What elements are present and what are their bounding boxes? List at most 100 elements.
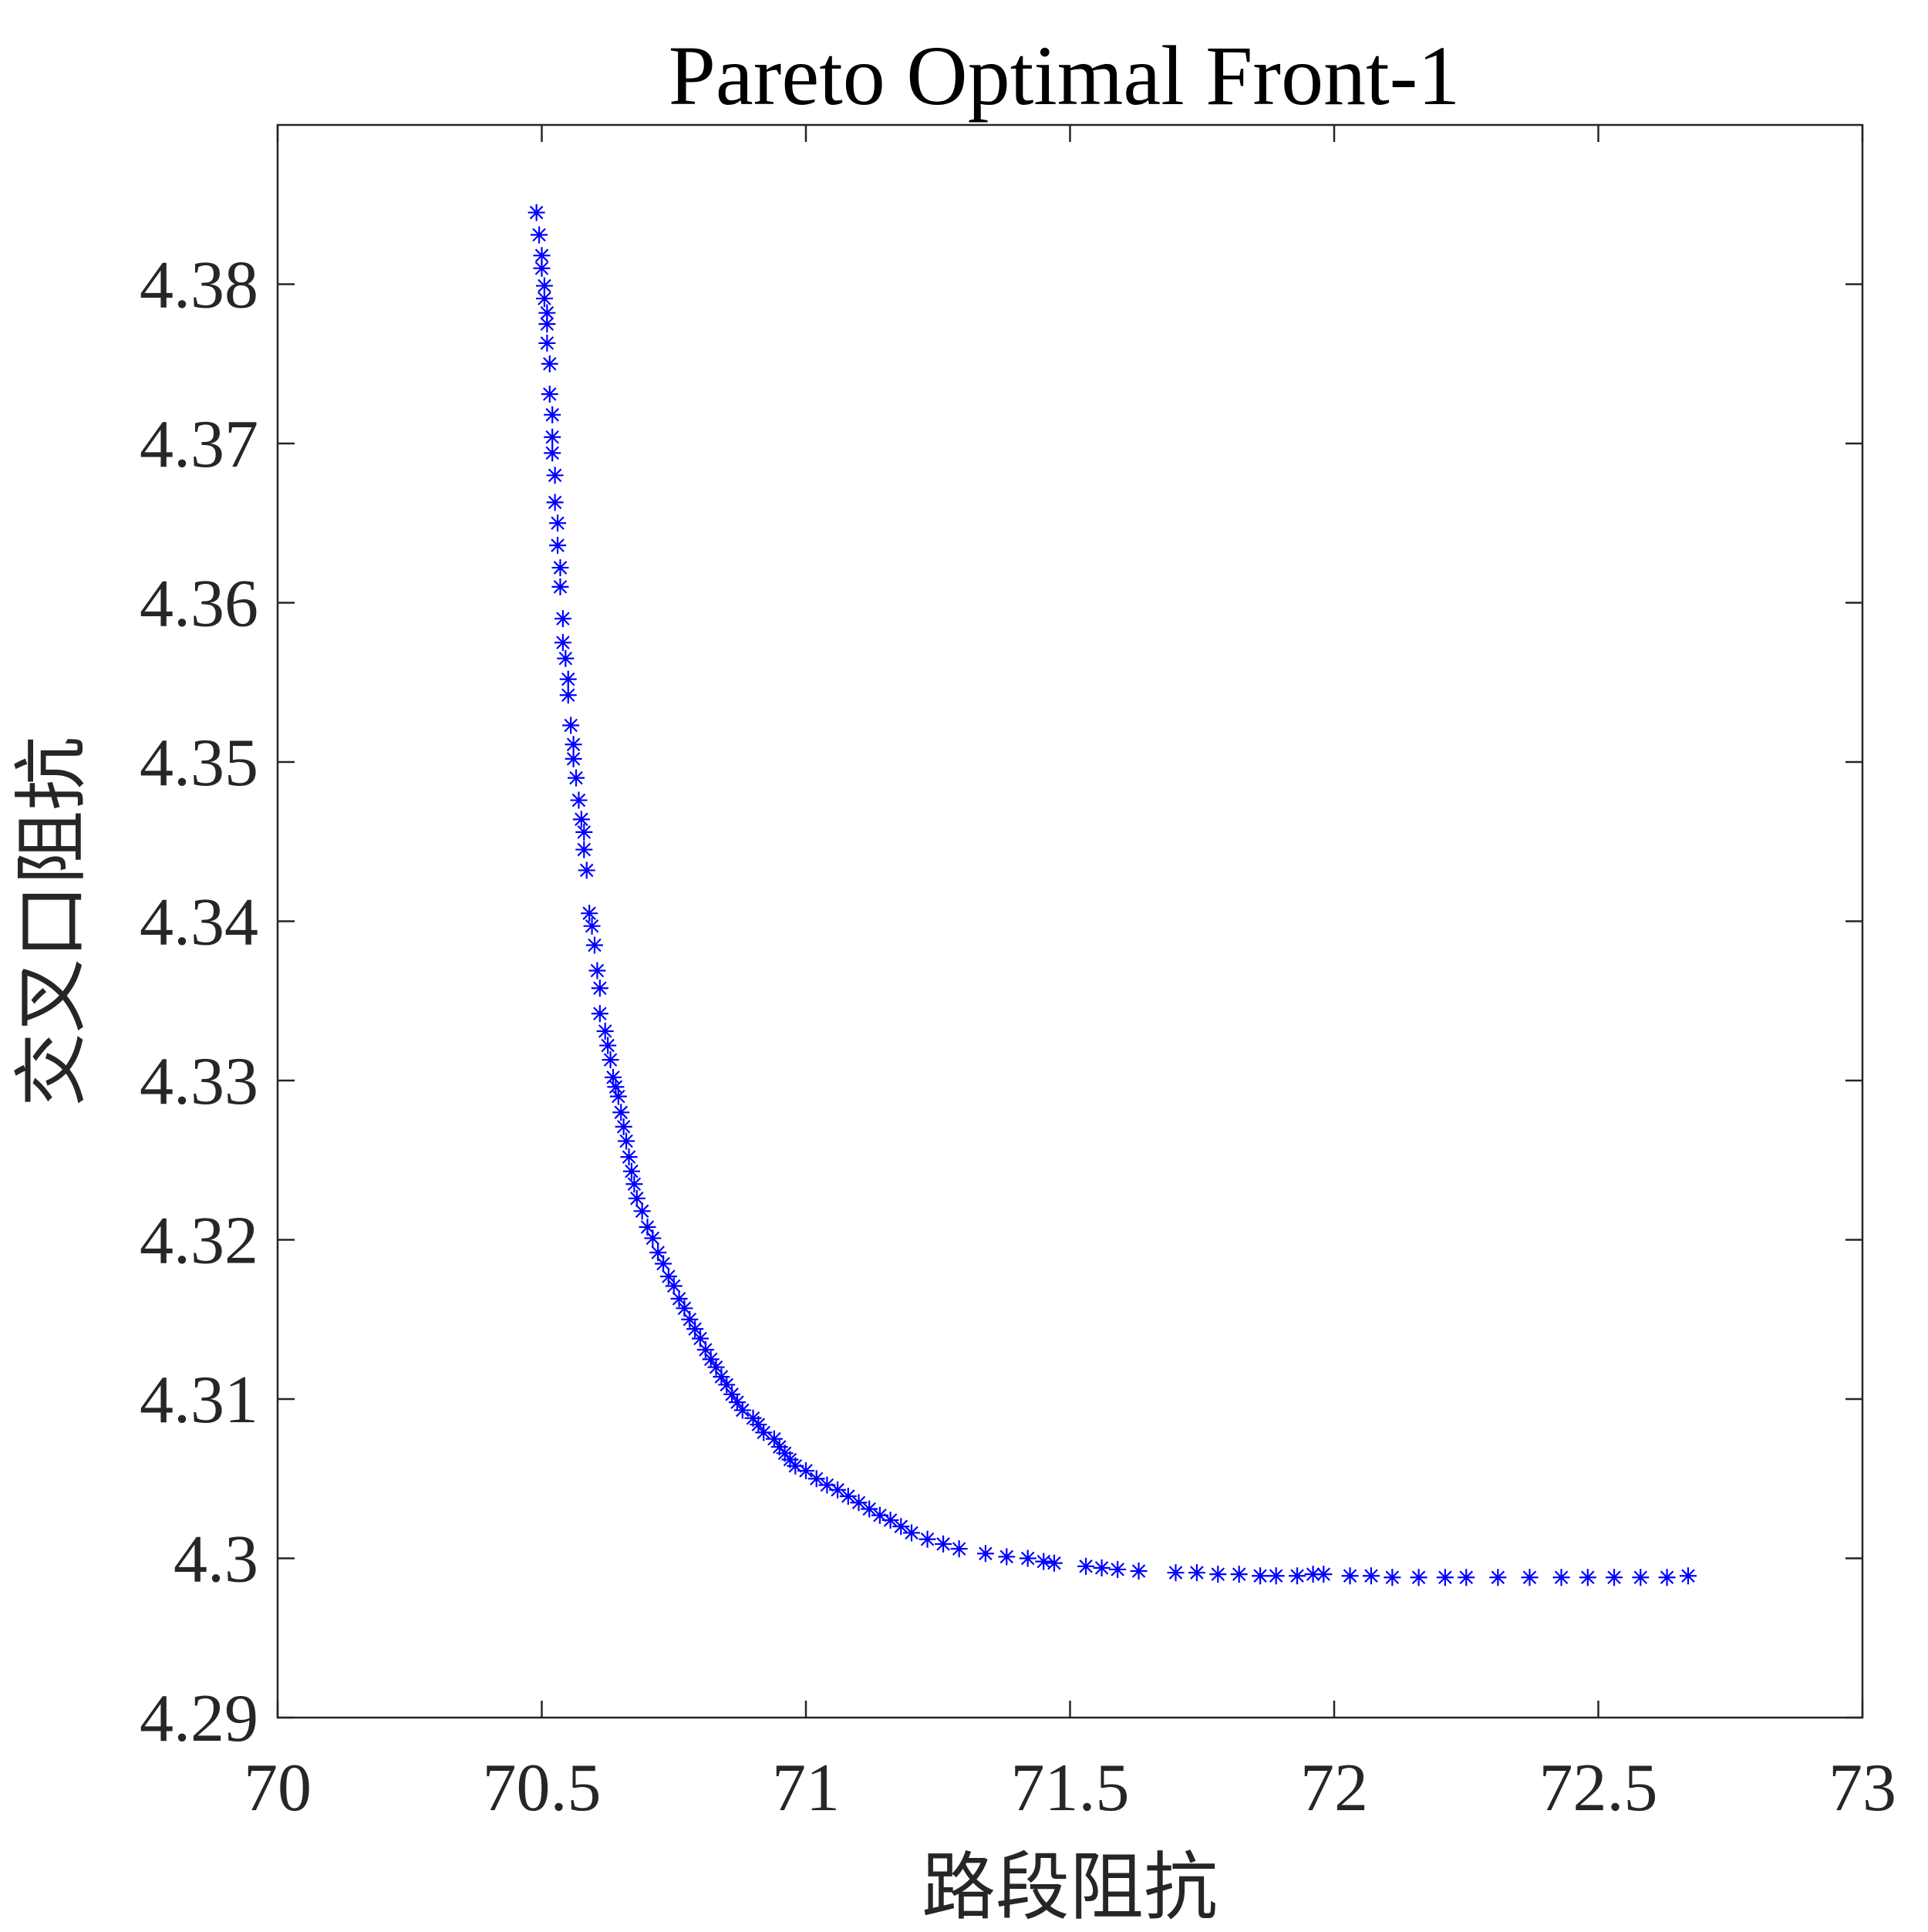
data-point: [625, 1175, 643, 1193]
data-point: [591, 979, 608, 997]
data-point: [615, 1118, 632, 1135]
data-point: [1436, 1569, 1454, 1586]
data-point: [572, 811, 590, 828]
chart-title: Pareto Optimal Front-1: [669, 29, 1461, 123]
data-point: [797, 1462, 814, 1479]
data-point: [1167, 1564, 1185, 1582]
data-point: [892, 1518, 910, 1536]
data-point: [1552, 1569, 1570, 1586]
data-point: [538, 304, 556, 322]
data-point: [1230, 1566, 1248, 1583]
data-point: [541, 385, 558, 403]
data-point: [1458, 1569, 1475, 1586]
data-point: [531, 226, 548, 244]
data-point: [750, 1416, 767, 1434]
data-point: [807, 1470, 825, 1488]
data-point: [568, 769, 585, 787]
data-point: [1188, 1564, 1205, 1582]
data-point: [609, 1087, 627, 1105]
data-point: [1093, 1559, 1111, 1576]
data-point: [602, 1051, 619, 1069]
data-point: [544, 444, 561, 462]
data-point: [535, 290, 553, 308]
data-point: [565, 750, 582, 767]
data-point: [578, 861, 595, 879]
data-point: [718, 1376, 736, 1394]
x-axis-label: 路段阻抗: [922, 1846, 1218, 1928]
data-point: [544, 428, 561, 446]
data-point: [871, 1506, 888, 1524]
data-point: [707, 1358, 725, 1376]
data-point: [839, 1487, 857, 1505]
data-point: [612, 1104, 630, 1121]
x-tick-label: 70.5: [483, 1751, 602, 1826]
x-tick-label: 70: [244, 1751, 312, 1826]
data-point: [554, 634, 571, 652]
data-point: [702, 1350, 720, 1368]
data-point: [575, 841, 593, 858]
data-point: [881, 1511, 899, 1529]
data-point: [665, 1277, 683, 1295]
y-tick-label: 4.34: [140, 885, 258, 960]
data-point: [570, 791, 588, 809]
data-point: [787, 1457, 804, 1475]
data-point: [733, 1401, 751, 1419]
data-point: [549, 514, 567, 532]
data-point: [1489, 1569, 1507, 1586]
data-point: [546, 467, 564, 484]
data-point: [1410, 1569, 1427, 1586]
data-point: [1579, 1569, 1596, 1586]
x-tick-label: 71: [772, 1751, 840, 1826]
data-point: [1606, 1569, 1623, 1586]
data-point: [1109, 1560, 1127, 1578]
data-point: [861, 1500, 878, 1518]
data-point: [565, 736, 582, 754]
data-point: [581, 905, 598, 922]
data-point: [599, 1037, 617, 1054]
data-point: [818, 1476, 836, 1494]
data-point: [583, 917, 601, 935]
data-point: [659, 1267, 677, 1285]
data-point: [557, 649, 575, 667]
data-point: [1077, 1557, 1095, 1575]
data-point: [998, 1548, 1016, 1566]
data-point: [620, 1148, 638, 1166]
data-point: [755, 1424, 773, 1441]
data-point: [655, 1255, 672, 1273]
y-tick-label: 4.33: [140, 1044, 258, 1119]
data-point: [633, 1202, 651, 1220]
data-point: [644, 1229, 662, 1247]
data-point: [544, 406, 561, 423]
data-point: [1289, 1567, 1306, 1585]
x-axis: 70 70.5 71 71.5 72 72.5 73: [244, 125, 1896, 1826]
data-point: [1209, 1566, 1227, 1583]
x-tick-label: 73: [1829, 1751, 1896, 1826]
data-point: [588, 962, 606, 979]
data-point: [538, 334, 556, 352]
data-point: [551, 559, 569, 577]
data-point: [586, 936, 603, 954]
data-point: [696, 1340, 714, 1358]
data-point: [575, 823, 593, 841]
data-point: [670, 1290, 688, 1307]
scatter-points: [528, 204, 1697, 1586]
data-point: [1304, 1566, 1322, 1583]
data-point: [686, 1320, 704, 1338]
data-point: [607, 1078, 625, 1096]
data-point: [935, 1535, 952, 1553]
data-point: [551, 578, 569, 595]
data-point: [628, 1189, 645, 1207]
data-point: [533, 259, 551, 277]
y-tick-label: 4.36: [140, 567, 258, 642]
data-point: [918, 1530, 936, 1548]
data-point: [1045, 1554, 1063, 1572]
x-tick-label: 72: [1300, 1751, 1368, 1826]
data-point: [596, 1022, 614, 1040]
data-point: [1130, 1563, 1148, 1580]
y-tick-label: 4.3: [174, 1522, 258, 1597]
x-tick-label: 71.5: [1011, 1751, 1130, 1826]
data-point: [649, 1244, 667, 1262]
